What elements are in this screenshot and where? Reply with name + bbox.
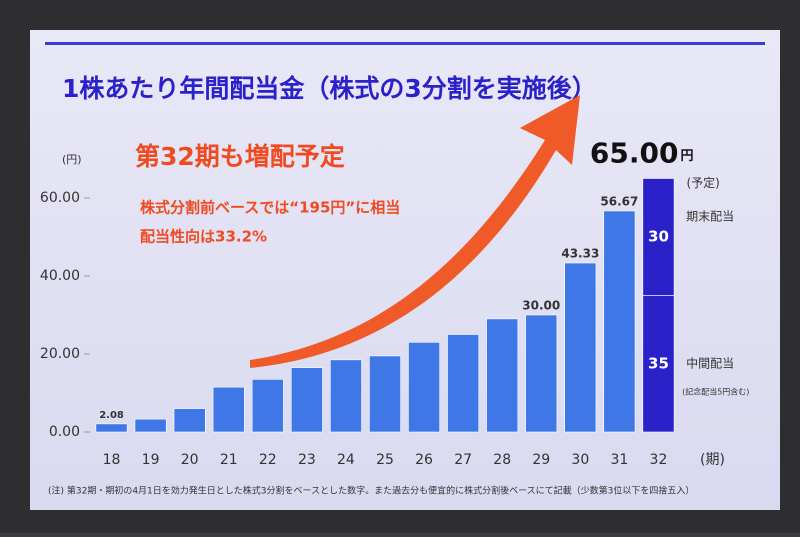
legend-label: 中間配当 — [686, 355, 734, 370]
value-label: 43.33 — [561, 247, 599, 261]
title-rule — [45, 42, 765, 45]
bar — [95, 423, 128, 433]
x-tick-label: 22 — [259, 452, 277, 468]
bar — [369, 355, 401, 433]
annotation-text: 配当性向は33.2% — [140, 228, 267, 246]
x-tick-label: 19 — [142, 452, 160, 468]
bar — [330, 359, 362, 433]
x-tick-label: 23 — [298, 452, 316, 468]
y-unit: (円) — [62, 153, 82, 166]
total-value: 65.00 — [590, 137, 679, 170]
value-label: 30 — [648, 228, 669, 246]
value-label: 56.67 — [600, 194, 638, 208]
x-tick-label: 30 — [571, 452, 589, 468]
x-tick-label: 32 — [650, 452, 668, 468]
x-tick-label: 21 — [220, 452, 238, 468]
x-unit: (期) — [700, 452, 725, 468]
annotation-text: 株式分割前ベースでは“195円”に相当 — [140, 199, 400, 217]
bar — [173, 408, 206, 433]
bar — [603, 210, 636, 433]
x-tick-label: 27 — [454, 452, 472, 468]
total-note: (予定) — [686, 175, 719, 190]
y-tick-label: 60.00 — [40, 190, 80, 206]
legend-label: 期末配当 — [686, 210, 734, 224]
bar — [251, 379, 284, 433]
bar — [564, 262, 597, 433]
x-tick-label: 18 — [103, 452, 121, 468]
x-tick-label: 26 — [415, 452, 433, 468]
bar — [447, 334, 480, 433]
value-label: 35 — [648, 354, 669, 372]
value-label: 2.08 — [99, 410, 124, 421]
value-label: 30.00 — [522, 299, 560, 313]
chart-title: 1株あたり年間配当金（株式の3分割を実施後） — [62, 74, 597, 103]
annotation-headline: 第32期も増配予定 — [135, 142, 345, 171]
x-tick-label: 20 — [181, 452, 199, 468]
bar — [642, 178, 675, 296]
y-tick-label: 20.00 — [40, 346, 80, 362]
bar — [486, 318, 519, 433]
bar — [525, 314, 558, 433]
x-tick-label: 24 — [337, 452, 355, 468]
bar — [408, 341, 440, 433]
interim-note: (記念配当5円含む) — [682, 386, 749, 396]
total-label: 65.00 — [590, 137, 679, 170]
bar — [134, 418, 167, 433]
x-tick-label: 25 — [376, 452, 394, 468]
x-tick-label: 29 — [532, 452, 550, 468]
growth-arrow — [250, 95, 580, 368]
bar — [212, 386, 245, 433]
bar — [290, 367, 323, 433]
total-unit: 円 — [680, 149, 693, 164]
y-tick-label: 0.00 — [49, 424, 80, 440]
x-tick-label: 31 — [610, 452, 628, 468]
y-tick-label: 40.00 — [40, 268, 80, 284]
x-tick-label: 28 — [493, 452, 511, 468]
bar — [642, 295, 675, 433]
footnote: (注) 第32期・期初の4月1日を効力発生日とした株式3分割をベースとした数字。… — [48, 485, 694, 497]
